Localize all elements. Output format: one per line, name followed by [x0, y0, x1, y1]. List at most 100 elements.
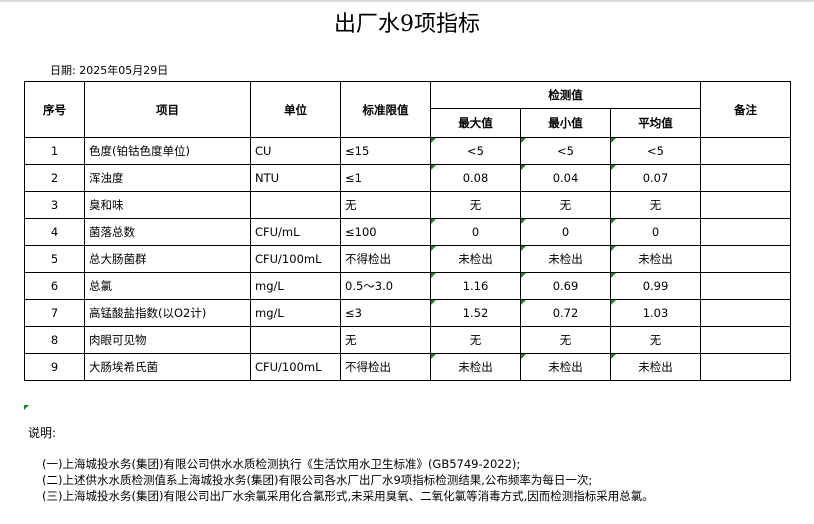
cell-min: 无 — [520, 326, 611, 354]
cell-avg: 未检出 — [610, 353, 701, 381]
cell-marker — [431, 246, 436, 251]
cell-remark — [700, 164, 791, 192]
header-remark: 备注 — [700, 81, 791, 138]
cell-seq: 1 — [24, 137, 85, 165]
cell-marker — [521, 273, 526, 278]
cell-min: 0.72 — [520, 299, 611, 327]
cell-limit: 0.5～3.0 — [340, 272, 431, 300]
cell-item: 高锰酸盐指数(以O2计) — [84, 299, 251, 327]
table-row: 4 菌落总数 CFU/mL ≤100 0 0 0 — [24, 218, 791, 246]
cell-max: 0.08 — [430, 164, 521, 192]
cell-limit: ≤1 — [340, 164, 431, 192]
cell-marker — [521, 300, 526, 305]
header-unit: 单位 — [250, 81, 341, 138]
cell-seq: 7 — [24, 299, 85, 327]
cell-avg: 无 — [610, 191, 701, 219]
cell-avg: 未检出 — [610, 245, 701, 273]
cell-marker — [431, 165, 436, 170]
header-seq: 序号 — [24, 81, 85, 138]
cell-unit: CFU/100mL — [250, 245, 341, 273]
cell-marker — [521, 246, 526, 251]
header-limit: 标准限值 — [340, 81, 431, 138]
cell-min: 未检出 — [520, 245, 611, 273]
note-line: (三)上海城投水务(集团)有限公司出厂水余氯采用化合氯形式,未采用臭氧、二氧化氯… — [42, 489, 654, 503]
cell-seq: 4 — [24, 218, 85, 246]
cell-unit — [250, 191, 341, 219]
cell-marker — [521, 354, 526, 359]
header-measured: 检测值 — [430, 81, 701, 109]
top-border — [0, 0, 814, 2]
cell-remark — [700, 245, 791, 273]
table-row: 7 高锰酸盐指数(以O2计) mg/L ≤3 1.52 0.72 1.03 — [24, 299, 791, 327]
cell-remark — [700, 326, 791, 354]
cell-marker — [24, 405, 29, 410]
note-line: (一)上海城投水务(集团)有限公司供水水质检测执行《生活饮用水卫生标准》(GB5… — [42, 457, 521, 471]
cell-min: 0.69 — [520, 272, 611, 300]
cell-limit: ≤100 — [340, 218, 431, 246]
cell-seq: 6 — [24, 272, 85, 300]
cell-unit: NTU — [250, 164, 341, 192]
cell-min: 0.04 — [520, 164, 611, 192]
cell-limit: 无 — [340, 326, 431, 354]
cell-item: 大肠埃希氏菌 — [84, 353, 251, 381]
water-quality-table: 序号 项目 单位 标准限值 检测值 备注 最大值 最小值 平均值 1 色度(铂钴色… — [24, 81, 791, 381]
cell-seq: 2 — [24, 164, 85, 192]
cell-item: 色度(铂钴色度单位) — [84, 137, 251, 165]
header-item: 项目 — [84, 81, 251, 138]
cell-avg: 1.03 — [610, 299, 701, 327]
cell-item: 总氯 — [84, 272, 251, 300]
cell-limit: 不得检出 — [340, 353, 431, 381]
cell-item: 臭和味 — [84, 191, 251, 219]
cell-min: 无 — [520, 191, 611, 219]
cell-marker — [431, 300, 436, 305]
cell-limit: ≤15 — [340, 137, 431, 165]
cell-remark — [700, 299, 791, 327]
cell-marker — [431, 354, 436, 359]
cell-unit: CFU/mL — [250, 218, 341, 246]
cell-marker — [611, 273, 616, 278]
header-max: 最大值 — [430, 108, 521, 138]
cell-remark — [700, 353, 791, 381]
cell-marker — [521, 165, 526, 170]
cell-unit: mg/L — [250, 272, 341, 300]
cell-max: 1.52 — [430, 299, 521, 327]
cell-item: 菌落总数 — [84, 218, 251, 246]
cell-max: 无 — [430, 326, 521, 354]
cell-limit: 不得检出 — [340, 245, 431, 273]
cell-item: 浑浊度 — [84, 164, 251, 192]
cell-marker — [611, 138, 616, 143]
cell-avg: <5 — [610, 137, 701, 165]
cell-item: 总大肠菌群 — [84, 245, 251, 273]
cell-max: 未检出 — [430, 353, 521, 381]
cell-max: 0 — [430, 218, 521, 246]
note-line: (二)上述供水水质检测值系上海城投水务(集团)有限公司各水厂出厂水9项指标检测结… — [42, 473, 593, 487]
cell-max: 无 — [430, 191, 521, 219]
cell-min: <5 — [520, 137, 611, 165]
cell-remark — [700, 137, 791, 165]
cell-seq: 3 — [24, 191, 85, 219]
cell-min: 0 — [520, 218, 611, 246]
cell-avg: 无 — [610, 326, 701, 354]
table-row: 5 总大肠菌群 CFU/100mL 不得检出 未检出 未检出 未检出 — [24, 245, 791, 273]
cell-seq: 8 — [24, 326, 85, 354]
cell-limit: ≤3 — [340, 299, 431, 327]
cell-marker — [611, 246, 616, 251]
cell-marker — [521, 138, 526, 143]
cell-marker — [521, 219, 526, 224]
cell-unit: mg/L — [250, 299, 341, 327]
cell-max: <5 — [430, 137, 521, 165]
cell-max: 1.16 — [430, 272, 521, 300]
cell-marker — [431, 273, 436, 278]
cell-limit: 无 — [340, 191, 431, 219]
table-row: 2 浑浊度 NTU ≤1 0.08 0.04 0.07 — [24, 164, 791, 192]
report-date: 日期: 2025年05月29日 — [50, 64, 169, 77]
table-row: 6 总氯 mg/L 0.5～3.0 1.16 0.69 0.99 — [24, 272, 791, 300]
cell-avg: 0.07 — [610, 164, 701, 192]
header-min: 最小值 — [520, 108, 611, 138]
cell-seq: 5 — [24, 245, 85, 273]
cell-marker — [611, 219, 616, 224]
cell-min: 未检出 — [520, 353, 611, 381]
table-row: 8 肉眼可见物无无无无 — [24, 326, 791, 354]
table-row: 3 臭和味无无无无 — [24, 191, 791, 219]
table-row: 1 色度(铂钴色度单位) CU ≤15 <5 <5 <5 — [24, 137, 791, 165]
